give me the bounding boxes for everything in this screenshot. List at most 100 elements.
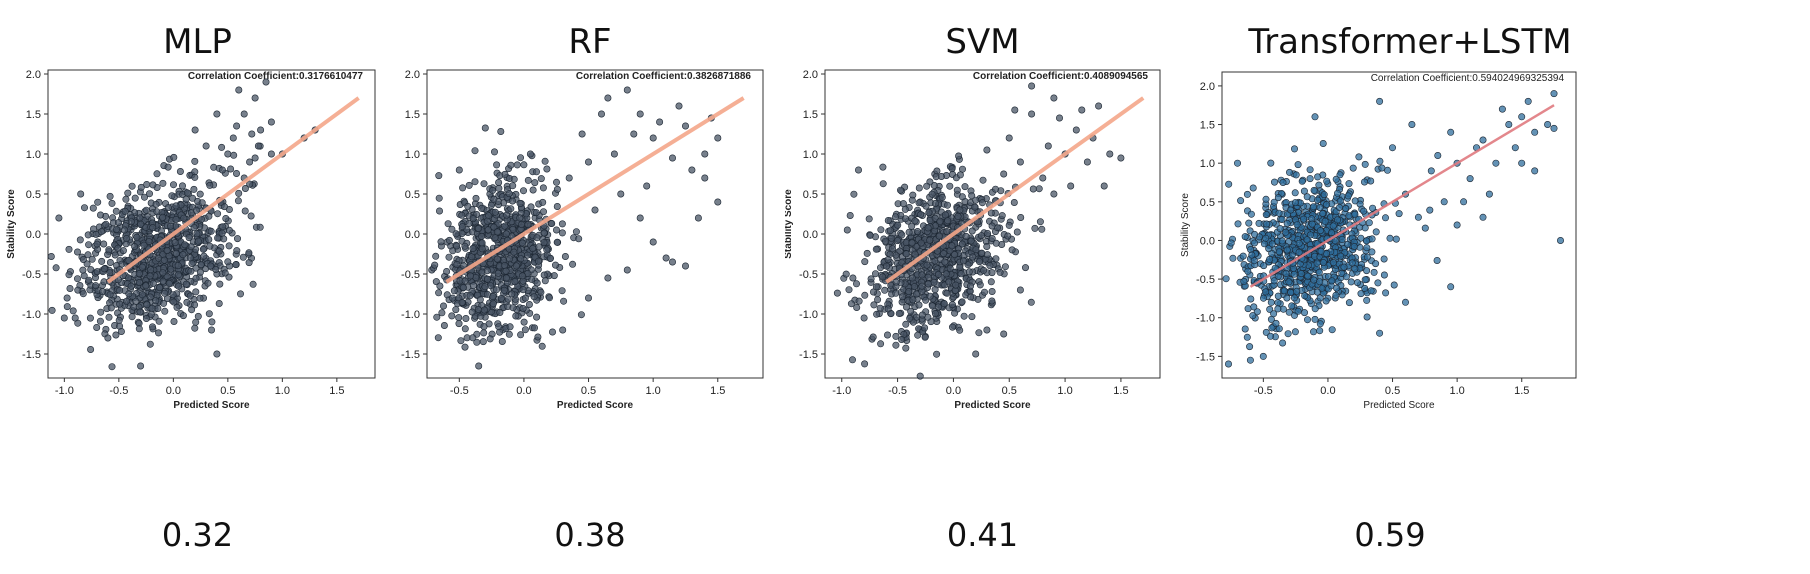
data-point <box>1274 272 1282 280</box>
data-point <box>192 274 200 282</box>
data-point <box>476 296 484 304</box>
data-point <box>208 326 216 334</box>
data-point <box>879 273 887 281</box>
data-point <box>902 215 910 223</box>
data-point <box>846 212 854 220</box>
data-point <box>1274 299 1282 307</box>
data-point <box>1344 240 1352 248</box>
x-tick-label: -1.0 <box>55 385 74 397</box>
data-point <box>1117 154 1125 162</box>
data-point <box>933 350 941 358</box>
data-point <box>1361 224 1369 232</box>
data-point <box>965 268 973 276</box>
data-point <box>892 278 900 286</box>
data-point <box>1234 220 1242 228</box>
data-point <box>1266 255 1274 263</box>
data-point <box>1376 97 1384 105</box>
data-point <box>1279 339 1287 347</box>
y-tick-label: 0.5 <box>1200 197 1215 209</box>
data-point <box>1350 243 1358 251</box>
y-tick-label: -1.0 <box>401 309 420 321</box>
data-point <box>1544 120 1552 128</box>
data-point <box>170 153 178 161</box>
x-tick-label: -0.5 <box>109 385 128 397</box>
data-point <box>983 243 991 251</box>
data-point <box>81 204 89 212</box>
data-point <box>443 291 451 299</box>
data-point <box>565 174 573 182</box>
data-point <box>675 102 683 110</box>
data-point <box>1363 313 1371 321</box>
data-point <box>1311 305 1319 313</box>
data-point <box>1274 305 1282 313</box>
data-point <box>171 239 179 247</box>
data-point <box>1308 220 1316 228</box>
data-point <box>560 297 568 305</box>
data-point <box>1288 302 1296 310</box>
data-point <box>97 211 105 219</box>
correlation-annotation: Correlation Coefficient:0.3176610477 <box>188 71 364 82</box>
data-point <box>65 271 73 279</box>
data-point <box>879 163 887 171</box>
data-point <box>1531 167 1539 175</box>
data-point <box>452 306 460 314</box>
data-point <box>176 168 184 176</box>
data-point <box>455 320 463 328</box>
data-point <box>224 258 232 266</box>
data-point <box>1492 159 1500 167</box>
data-point <box>1334 189 1342 197</box>
data-point <box>910 283 918 291</box>
data-point <box>1270 198 1278 206</box>
data-point <box>861 258 869 266</box>
data-point <box>475 225 483 233</box>
data-point <box>983 251 991 259</box>
data-point <box>520 187 528 195</box>
data-point <box>241 185 249 193</box>
data-point <box>246 180 254 188</box>
data-point <box>1369 204 1377 212</box>
y-tick-label: 2.0 <box>405 69 420 81</box>
y-tick-label: 1.5 <box>26 109 41 121</box>
data-point <box>435 172 443 180</box>
data-point <box>668 258 676 266</box>
data-point <box>1332 175 1340 183</box>
data-point <box>1284 330 1292 338</box>
data-point <box>1295 239 1303 247</box>
data-point <box>267 150 275 158</box>
data-point <box>558 229 566 237</box>
data-point <box>917 211 925 219</box>
data-point <box>489 300 497 308</box>
data-point <box>99 288 107 296</box>
y-tick-label: 1.5 <box>803 109 818 121</box>
data-point <box>524 251 532 259</box>
data-point <box>853 280 861 288</box>
data-point <box>104 334 112 342</box>
data-point <box>149 279 157 287</box>
data-point <box>63 294 71 302</box>
data-point <box>1316 227 1324 235</box>
data-point <box>944 201 952 209</box>
data-point <box>230 151 238 159</box>
data-point <box>165 279 173 287</box>
y-tick-label: -1.0 <box>22 309 41 321</box>
data-point <box>872 270 880 278</box>
data-point <box>469 334 477 342</box>
data-point <box>617 190 625 198</box>
data-point <box>922 202 930 210</box>
x-tick-label: 0.0 <box>1320 385 1335 397</box>
data-point <box>475 362 483 370</box>
data-point <box>532 209 540 217</box>
data-point <box>535 257 543 265</box>
data-point <box>490 223 498 231</box>
data-point <box>1304 316 1312 324</box>
data-point <box>539 184 547 192</box>
data-point <box>467 272 475 280</box>
data-point <box>198 199 206 207</box>
data-point <box>1243 333 1251 341</box>
data-point <box>127 282 135 290</box>
data-point <box>538 342 546 350</box>
data-point <box>1100 182 1108 190</box>
data-point <box>610 150 618 158</box>
data-point <box>972 350 980 358</box>
data-point <box>1349 164 1357 172</box>
